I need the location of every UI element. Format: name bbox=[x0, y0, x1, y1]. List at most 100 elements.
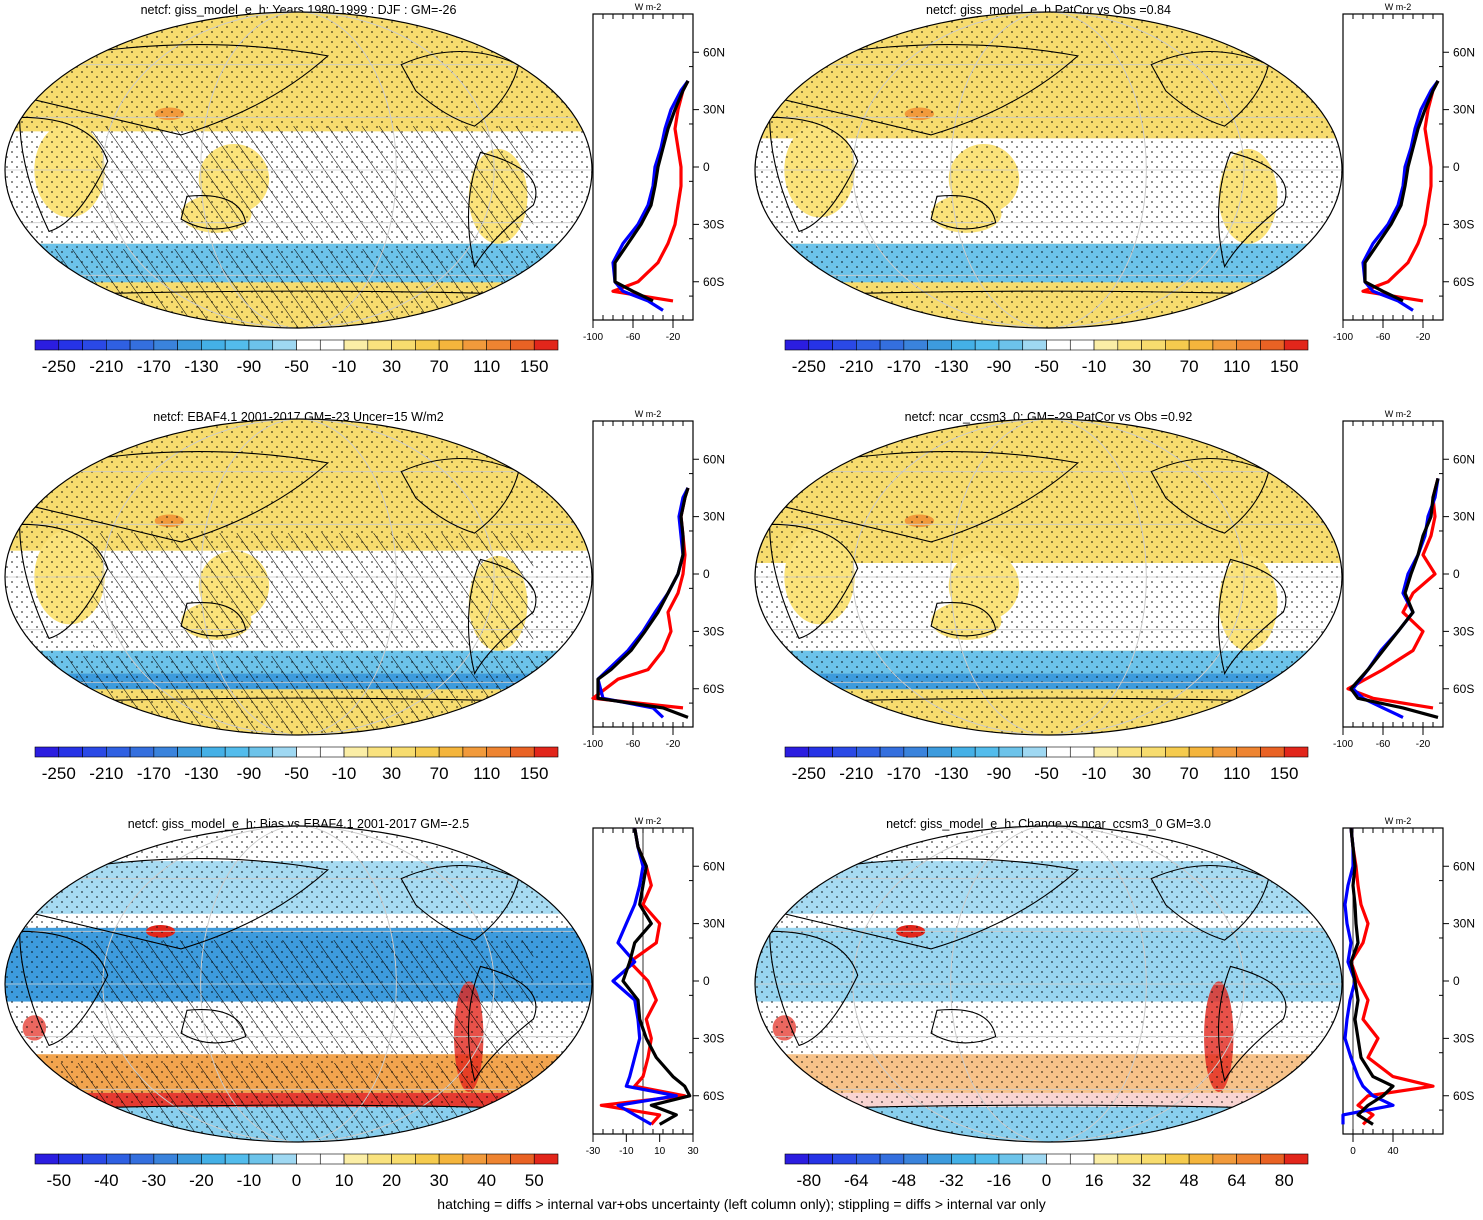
panel-title: netcf: giss_model_e_h: Years 1980-1999 :… bbox=[141, 3, 457, 17]
profile-ytick: 60S bbox=[1453, 1089, 1474, 1103]
colorbar-swatch bbox=[974, 1153, 1000, 1165]
colorbar-label: -50 bbox=[1034, 357, 1059, 376]
colorbar-swatch bbox=[34, 1153, 60, 1165]
colorbar-swatch bbox=[1141, 746, 1166, 758]
colorbar-swatch bbox=[998, 339, 1024, 351]
colorbar-label: -170 bbox=[887, 357, 921, 376]
colorbar-swatch bbox=[486, 1153, 511, 1165]
zonal-mean-profile: W m-2 -100 -60 -20 60N 30N 0 30S 60S bbox=[583, 409, 725, 750]
colorbar-swatch bbox=[391, 339, 416, 351]
colorbar-swatch bbox=[177, 1153, 202, 1165]
colorbar-label: 10 bbox=[335, 1171, 354, 1190]
colorbar-label: -170 bbox=[137, 357, 171, 376]
colorbar-label: -130 bbox=[934, 764, 968, 783]
colorbar-label: 150 bbox=[1270, 357, 1298, 376]
profile-xtick: 10 bbox=[654, 1146, 666, 1157]
colorbar-swatch bbox=[1093, 339, 1119, 351]
map-field bbox=[755, 12, 1342, 328]
colorbar-swatch bbox=[1283, 1153, 1309, 1165]
profile-series-0 bbox=[611, 80, 690, 303]
profile-ytick: 0 bbox=[703, 567, 710, 581]
panel-title: netcf: EBAF4.1 2001-2017 GM=-23 Uncer=15… bbox=[153, 410, 443, 424]
panel-title: netcf: ncar_ccsm3_0: GM=-29 PatCor vs Ob… bbox=[905, 410, 1193, 424]
profile-ytick: 30S bbox=[1453, 217, 1474, 231]
profile-ytick: 0 bbox=[1453, 567, 1460, 581]
colorbar: -80 -64 -48 -32 -16 0 16 32 48 64 80 bbox=[784, 1153, 1309, 1190]
profile-series-0 bbox=[1346, 477, 1440, 710]
colorbar-swatch bbox=[319, 339, 345, 351]
profile-series-0 bbox=[591, 487, 690, 710]
colorbar-swatch bbox=[1069, 1153, 1095, 1165]
colorbar-swatch bbox=[82, 1153, 107, 1165]
profile-ytick: 30N bbox=[703, 917, 725, 931]
colorbar-swatch bbox=[367, 339, 392, 351]
zonal-mean-profile: W m-2 -100 -60 -20 60N 30N 0 30S 60S bbox=[1333, 409, 1475, 750]
colorbar-swatch bbox=[927, 339, 952, 351]
colorbar-swatch bbox=[1141, 1153, 1166, 1165]
colorbar-label: -10 bbox=[332, 357, 357, 376]
colorbar-label: -16 bbox=[987, 1171, 1012, 1190]
colorbar: -250 -210 -170 -130 -90 -50 -10 30 70 110 150 bbox=[784, 746, 1309, 783]
colorbar-swatch bbox=[510, 746, 535, 758]
colorbar-label: -210 bbox=[839, 764, 873, 783]
colorbar-swatch bbox=[1188, 746, 1214, 758]
profile-series-0 bbox=[1349, 827, 1435, 1126]
colorbar-swatch bbox=[1236, 746, 1261, 758]
colorbar-label: 0 bbox=[292, 1171, 301, 1190]
colorbar-swatch bbox=[319, 1153, 345, 1165]
colorbar-label: -50 bbox=[1034, 764, 1059, 783]
colorbar-swatch bbox=[296, 746, 321, 758]
colorbar-swatch bbox=[808, 339, 833, 351]
colorbar-label: -130 bbox=[934, 357, 968, 376]
colorbar-swatch bbox=[82, 746, 107, 758]
colorbar-swatch bbox=[415, 339, 440, 351]
profile-series-1 bbox=[611, 827, 678, 1126]
colorbar-swatch bbox=[438, 339, 464, 351]
profile-series-2 bbox=[613, 80, 690, 303]
colorbar-swatch bbox=[1260, 1153, 1285, 1165]
map-border bbox=[4, 418, 593, 736]
colorbar-swatch bbox=[1093, 1153, 1119, 1165]
colorbar-swatch bbox=[832, 746, 857, 758]
profile-xtick: -60 bbox=[1376, 332, 1391, 343]
colorbar-swatch bbox=[903, 339, 928, 351]
colorbar-swatch bbox=[391, 746, 416, 758]
profile-ytick: 30S bbox=[703, 1031, 724, 1045]
colorbar-swatch bbox=[784, 746, 810, 758]
profile-unit: W m-2 bbox=[635, 816, 662, 826]
zonal-mean-profile: W m-2 -30 -10 10 30 60N 30N 0 30S 60S bbox=[586, 816, 725, 1157]
profile-unit: W m-2 bbox=[1385, 409, 1412, 419]
colorbar-swatch bbox=[367, 1153, 392, 1165]
colorbar-label: 48 bbox=[1180, 1171, 1199, 1190]
colorbar-swatch bbox=[129, 746, 155, 758]
colorbar-swatch bbox=[951, 746, 976, 758]
colorbar-swatch bbox=[533, 339, 559, 351]
panel-bottom-right: netcf: giss_model_e_h: Change vs ncar_cc… bbox=[754, 816, 1475, 1190]
colorbar-label: -30 bbox=[142, 1171, 167, 1190]
colorbar-swatch bbox=[58, 746, 83, 758]
profile-series-1 bbox=[596, 487, 690, 719]
colorbar-label: -50 bbox=[284, 357, 309, 376]
colorbar: -250 -210 -170 -130 -90 -50 -10 30 70 110 150 bbox=[34, 746, 559, 783]
colorbar: -250 -210 -170 -130 -90 -50 -10 30 70 110 150 bbox=[34, 339, 559, 376]
colorbar-label: -90 bbox=[237, 764, 262, 783]
colorbar-swatch bbox=[201, 746, 226, 758]
profile-series-1 bbox=[1341, 827, 1395, 1125]
colorbar-swatch bbox=[1236, 339, 1261, 351]
colorbar-swatch bbox=[1093, 746, 1119, 758]
colorbar-swatch bbox=[296, 339, 321, 351]
colorbar-swatch bbox=[177, 339, 202, 351]
colorbar-swatch bbox=[1283, 746, 1309, 758]
colorbar-label: -210 bbox=[89, 357, 123, 376]
colorbar-swatch bbox=[391, 1153, 416, 1165]
colorbar-label: -130 bbox=[184, 764, 218, 783]
colorbar-swatch bbox=[903, 1153, 928, 1165]
profile-ytick: 0 bbox=[1453, 160, 1460, 174]
colorbar-swatch bbox=[1188, 1153, 1214, 1165]
profile-series-2 bbox=[596, 487, 690, 719]
colorbar-label: 32 bbox=[1132, 1171, 1151, 1190]
colorbar-swatch bbox=[1022, 746, 1047, 758]
colorbar-label: -250 bbox=[42, 357, 76, 376]
profile-xtick: -100 bbox=[583, 739, 603, 750]
